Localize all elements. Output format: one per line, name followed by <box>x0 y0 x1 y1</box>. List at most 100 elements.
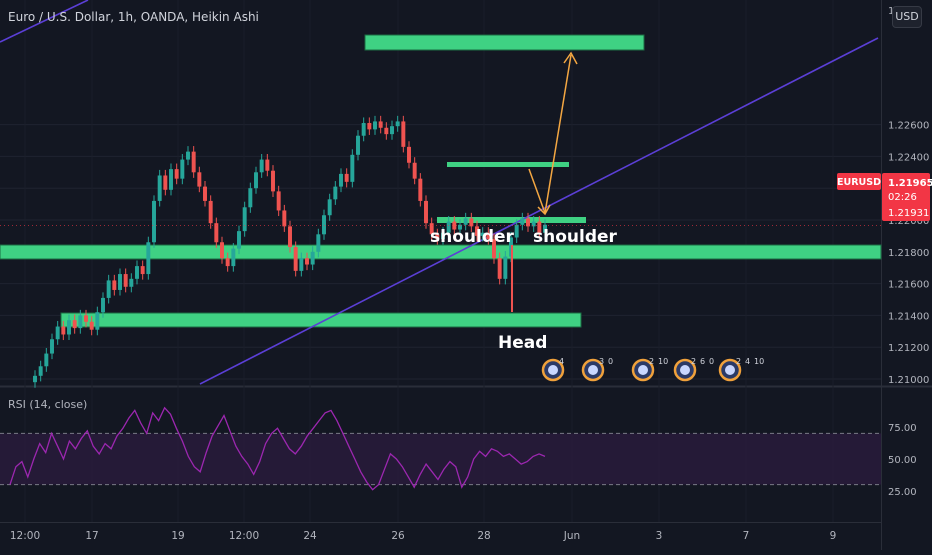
candle-body <box>333 186 338 200</box>
candle <box>526 212 530 232</box>
time-tick-label: 12:00 <box>10 530 40 542</box>
candle-body <box>208 200 213 224</box>
candle <box>441 227 445 245</box>
candle <box>514 219 519 244</box>
rsi-title: RSI (14, close) <box>8 398 88 411</box>
candle <box>129 273 134 293</box>
candle <box>373 115 377 135</box>
candle-body <box>118 274 122 290</box>
candle <box>446 216 451 239</box>
event-flag-inner <box>638 365 648 375</box>
candle-body <box>44 353 49 367</box>
candle-body <box>242 207 247 232</box>
candle-body <box>61 326 66 335</box>
candle-body <box>271 170 275 192</box>
candle-body <box>248 188 253 208</box>
candle-body <box>299 258 304 271</box>
candle-body <box>237 231 241 249</box>
candle-body <box>174 169 179 179</box>
event-badge: 2 4 10 <box>718 357 764 382</box>
candle-body <box>276 191 281 211</box>
candle-body <box>106 280 111 298</box>
candle <box>203 181 207 207</box>
candle <box>50 333 54 360</box>
candle-body <box>33 375 37 383</box>
candle <box>333 181 338 205</box>
candle <box>186 146 190 166</box>
candle-body <box>89 321 94 330</box>
candle-body <box>322 215 326 235</box>
rsi-line <box>9 406 546 491</box>
candle-body <box>180 159 185 179</box>
candle-body <box>435 234 440 240</box>
candle-body <box>463 218 468 225</box>
candle <box>169 163 173 196</box>
candle <box>327 193 332 221</box>
target-arrow-up <box>544 54 572 214</box>
candle-body <box>378 121 383 128</box>
currency-button[interactable]: USD <box>892 6 922 28</box>
candle <box>531 216 536 232</box>
candle <box>140 260 145 280</box>
candle <box>492 233 496 264</box>
target-arrow-head-down <box>537 204 551 216</box>
candle-body <box>492 239 496 259</box>
candle-body <box>101 297 105 313</box>
candle-body <box>469 218 474 227</box>
candle-body <box>191 151 196 173</box>
candle-body <box>265 159 270 171</box>
candle-body <box>446 221 451 233</box>
candle <box>123 268 128 293</box>
candle-body <box>50 339 54 354</box>
candle <box>395 115 400 132</box>
candle-body <box>288 226 292 248</box>
candle <box>497 252 502 285</box>
candle-body <box>310 251 315 265</box>
candle <box>89 316 94 336</box>
candle-body <box>67 320 71 335</box>
event-badge-label: 10 <box>658 357 668 366</box>
candle-body <box>395 121 400 127</box>
candle <box>157 169 162 207</box>
candle-body <box>452 221 457 230</box>
candle-body <box>140 266 145 275</box>
price-tick-label: 1.22000 <box>888 216 929 227</box>
candle-body <box>520 218 525 225</box>
candle-body <box>526 218 530 227</box>
candle <box>322 209 326 240</box>
candle-body <box>112 280 117 290</box>
candle <box>469 212 474 232</box>
candle <box>112 274 117 296</box>
candle-body <box>429 223 434 235</box>
event-badge-label: 3 <box>599 357 604 366</box>
time-tick-label: 3 <box>656 530 663 542</box>
candle <box>135 260 139 285</box>
prev-close-label: 1.21931 <box>888 208 929 219</box>
price-tick-label: 1.22600 <box>888 121 929 132</box>
target-arrow-head-up <box>563 51 578 65</box>
candle <box>242 201 247 237</box>
candle-body <box>72 320 77 329</box>
candle <box>55 320 60 345</box>
candle-body <box>458 224 462 230</box>
time-tick-label: 24 <box>303 530 317 542</box>
candle <box>78 309 83 334</box>
candle-body <box>475 226 479 236</box>
event-flag-inner <box>680 365 690 375</box>
candle-body <box>543 224 547 233</box>
candle <box>61 320 66 341</box>
candle <box>339 168 343 193</box>
candle <box>486 227 491 245</box>
candle-body <box>157 175 162 201</box>
candle <box>38 360 43 382</box>
time-tick-label: 7 <box>743 530 750 542</box>
candle <box>231 243 236 272</box>
annotation-label: shoulder <box>533 227 618 247</box>
candle <box>424 195 428 229</box>
candle <box>418 173 423 207</box>
candle-body <box>254 172 258 189</box>
rsi-tick-label: 75.00 <box>888 423 917 434</box>
candle-body <box>305 258 309 265</box>
